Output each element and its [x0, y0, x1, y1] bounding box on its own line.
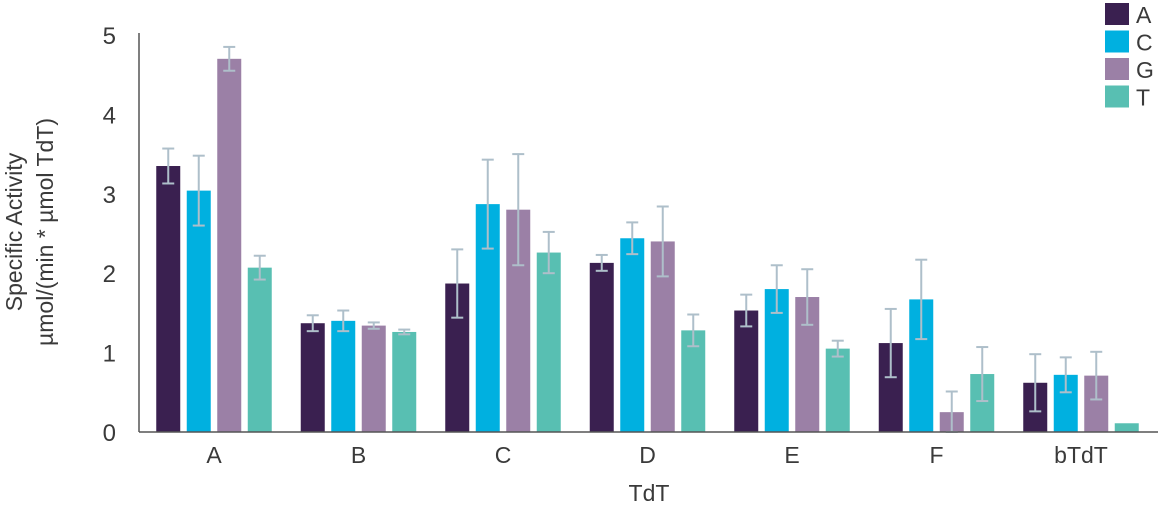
bar-E-T: [825, 348, 850, 432]
legend-label: C: [1136, 30, 1153, 56]
error-bar-F-T: [976, 346, 989, 403]
bar-A-C: [186, 190, 211, 432]
bar-B-C: [331, 320, 356, 432]
error-bar-C-C: [481, 158, 494, 250]
error-bar-D-T: [687, 313, 700, 348]
error-bar-C-T: [542, 230, 555, 275]
error-bar-A-T: [253, 254, 266, 281]
legend-item-T: T: [1105, 85, 1150, 111]
error-bar-E-G: [801, 268, 814, 326]
bar-B-A: [300, 323, 325, 432]
bar-B-T: [392, 331, 417, 432]
bar-D-C: [620, 238, 645, 432]
error-bar-B-T: [398, 328, 411, 336]
bar-D-A: [589, 262, 614, 432]
x-category-label: D: [639, 442, 656, 468]
y-tick-label: 3: [103, 182, 116, 209]
error-bars: [162, 45, 1103, 433]
legend-item-A: A: [1105, 2, 1152, 28]
y-axis-title-line-2: µmol/(min * µmol TdT): [32, 118, 58, 346]
x-category-label: B: [351, 442, 366, 468]
error-bar-B-A: [306, 314, 319, 333]
bars: [156, 58, 1139, 432]
y-tick-label: 0: [103, 420, 116, 447]
y-tick-label: 4: [103, 102, 116, 129]
y-tick-label: 5: [103, 23, 116, 50]
error-bar-B-G: [367, 321, 380, 330]
error-bar-D-A: [595, 253, 608, 272]
error-bar-bTdT-A: [1029, 353, 1042, 413]
error-bar-C-G: [512, 153, 525, 267]
bar-D-T: [681, 330, 706, 432]
legend-swatch: [1105, 30, 1129, 53]
error-bar-D-G: [656, 205, 669, 278]
legend-label: A: [1136, 2, 1152, 28]
legend-swatch: [1105, 58, 1129, 80]
legend-swatch: [1105, 3, 1129, 25]
bar-A-A: [156, 166, 181, 432]
legend-label: T: [1136, 85, 1150, 111]
error-bar-bTdT-C: [1059, 356, 1072, 394]
error-bar-A-G: [223, 45, 236, 72]
legend-item-C: C: [1105, 30, 1153, 56]
error-bar-F-C: [915, 258, 928, 341]
bar-A-T: [247, 267, 272, 432]
bar-bTdT-T: [1114, 423, 1139, 432]
bar-E-A: [734, 310, 759, 432]
error-bar-A-C: [192, 154, 205, 227]
x-category-label: E: [784, 442, 799, 468]
error-bar-E-T: [831, 339, 844, 358]
y-tick-label: 2: [103, 261, 116, 288]
x-category-label: bTdT: [1054, 442, 1108, 468]
x-category-label: C: [495, 442, 512, 468]
y-axis-ticks: 0 1 2 3 4 5: [103, 23, 116, 447]
error-bar-E-A: [740, 293, 753, 328]
error-bar-bTdT-G: [1090, 350, 1103, 401]
x-category-label: A: [206, 442, 222, 468]
legend-label: G: [1136, 57, 1154, 83]
x-axis-title: TdT: [629, 480, 670, 506]
legend-swatch: [1105, 85, 1129, 108]
x-category-label: F: [929, 442, 943, 468]
bar-A-G: [217, 58, 242, 432]
error-bar-F-A: [884, 307, 897, 379]
legend-item-G: G: [1105, 57, 1154, 83]
y-tick-label: 1: [103, 341, 116, 368]
error-bar-A-A: [162, 147, 175, 185]
y-axis-title-line-1: Specific Activity: [1, 152, 27, 311]
error-bar-E-C: [770, 264, 783, 314]
error-bar-D-C: [626, 221, 639, 256]
bar-C-T: [536, 252, 561, 432]
error-bar-C-A: [451, 248, 464, 319]
bar-B-G: [361, 325, 386, 432]
error-bar-B-C: [337, 309, 350, 333]
